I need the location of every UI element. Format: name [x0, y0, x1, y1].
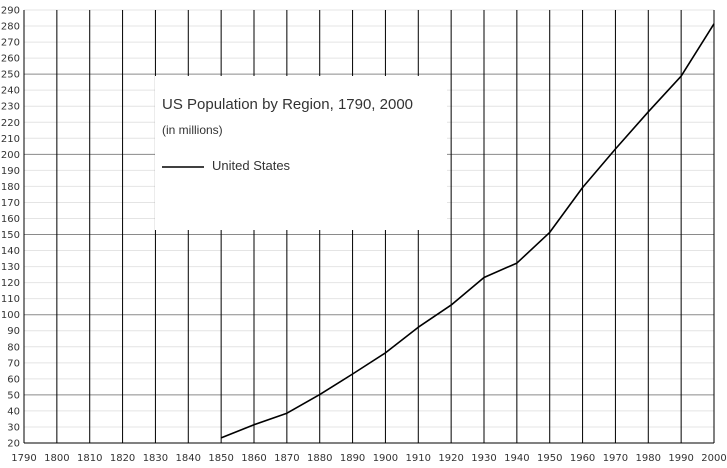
y-tick-label-210: 210: [1, 134, 20, 145]
y-tick-label-70: 70: [7, 358, 20, 369]
y-tick-label-170: 170: [1, 198, 20, 209]
x-tick-label-1860: 1860: [241, 453, 266, 464]
x-tick-label-1820: 1820: [110, 453, 135, 464]
y-tick-label-50: 50: [7, 390, 20, 401]
chart-subtitle: (in millions): [162, 123, 223, 137]
x-tick-label-1840: 1840: [176, 453, 201, 464]
y-tick-label-150: 150: [1, 230, 20, 241]
x-tick-label-1920: 1920: [438, 453, 463, 464]
y-tick-label-230: 230: [1, 102, 20, 113]
y-tick-label-130: 130: [1, 262, 20, 273]
y-tick-label-40: 40: [7, 406, 20, 417]
x-tick-label-1850: 1850: [208, 453, 233, 464]
y-tick-label-260: 260: [1, 54, 20, 65]
y-tick-label-200: 200: [1, 150, 20, 161]
x-tick-label-1880: 1880: [307, 453, 332, 464]
y-tick-label-190: 190: [1, 166, 20, 177]
x-tick-label-1800: 1800: [44, 453, 69, 464]
x-tick-label-1790: 1790: [11, 453, 36, 464]
series-line-united-states: [220, 23, 715, 439]
x-tick-label-1930: 1930: [471, 453, 496, 464]
y-tick-label-250: 250: [1, 70, 20, 81]
x-tick-label-2000: 2000: [701, 453, 726, 464]
x-axis: 1790 1800 1810 1820 1830 1840 1850 1860 1870 1880…: [11, 442, 727, 464]
y-tick-label-20: 20: [7, 439, 20, 450]
x-tick-label-1980: 1980: [636, 453, 661, 464]
x-tick-label-1970: 1970: [603, 453, 628, 464]
x-tick-label-1810: 1810: [77, 453, 102, 464]
series-layer: [220, 23, 715, 439]
x-tick-label-1910: 1910: [406, 453, 431, 464]
x-tick-label-1990: 1990: [668, 453, 693, 464]
y-tick-label-220: 220: [1, 118, 20, 129]
y-tick-label-30: 30: [7, 422, 20, 433]
x-tick-label-1890: 1890: [340, 453, 365, 464]
y-tick-label-120: 120: [1, 278, 20, 289]
y-tick-label-140: 140: [1, 246, 20, 257]
y-tick-label-100: 100: [1, 310, 20, 321]
x-tick-label-1870: 1870: [274, 453, 299, 464]
y-tick-label-290: 290: [1, 6, 20, 17]
y-tick-label-60: 60: [7, 374, 20, 385]
x-tick-label-1900: 1900: [373, 453, 398, 464]
y-tick-label-180: 180: [1, 182, 20, 193]
x-tick-label-1830: 1830: [143, 453, 168, 464]
x-tick-label-1940: 1940: [504, 453, 529, 464]
y-tick-label-270: 270: [1, 38, 20, 49]
legend-background: [155, 76, 447, 230]
y-tick-label-240: 240: [1, 86, 20, 97]
y-tick-label-280: 280: [1, 22, 20, 33]
y-tick-label-80: 80: [7, 342, 20, 353]
x-tick-label-1950: 1950: [537, 453, 562, 464]
y-axis: 20 30 40 50 60 70 80 90 100 110 120 130 140 150 160 170…: [1, 6, 25, 450]
y-tick-label-160: 160: [1, 214, 20, 225]
legend-label-united-states: United States: [212, 158, 291, 173]
legend-box: US Population by Region, 1790, 2000 (in …: [155, 76, 447, 230]
y-tick-label-110: 110: [1, 294, 20, 305]
y-tick-label-90: 90: [7, 326, 20, 337]
chart-title: US Population by Region, 1790, 2000: [162, 96, 413, 113]
x-tick-label-1960: 1960: [570, 453, 595, 464]
